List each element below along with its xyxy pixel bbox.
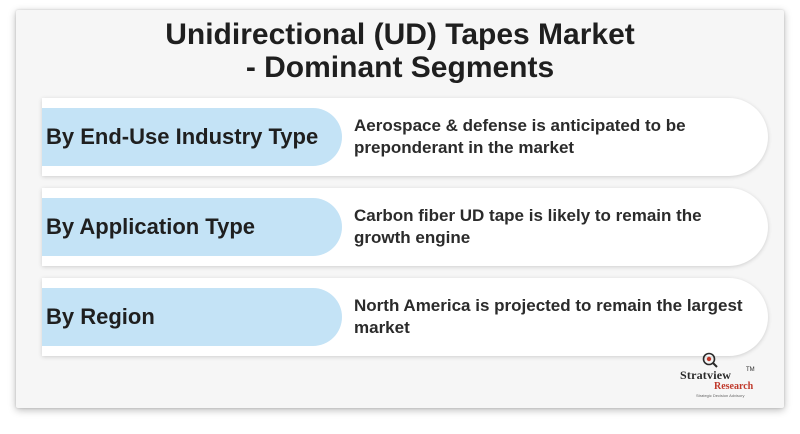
magnifier-target-icon	[702, 352, 718, 368]
logo-tagline: Strategic Decision Advisory	[696, 393, 745, 398]
segment-row-application: By Application Type Carbon fiber UD tape…	[42, 188, 768, 266]
stratview-logo: Stratview TM Research Strategic Decision…	[676, 352, 762, 400]
title-line-1: Unidirectional (UD) Tapes Market	[165, 18, 635, 51]
logo-name: Stratview	[680, 368, 732, 382]
segment-row-region: By Region North America is projected to …	[42, 278, 768, 356]
logo-trademark: TM	[746, 367, 755, 373]
segment-description: Carbon fiber UD tape is likely to remain…	[354, 206, 702, 247]
segment-description: Aerospace & defense is anticipated to be…	[354, 116, 686, 157]
segment-label: By Application Type	[42, 198, 342, 256]
segment-label: By Region	[42, 288, 342, 346]
infographic-card: Unidirectional (UD) Tapes Market - Domin…	[16, 10, 784, 408]
page-title: Unidirectional (UD) Tapes Market - Domin…	[16, 18, 784, 84]
segment-description: North America is projected to remain the…	[354, 296, 743, 337]
logo-subtitle: Research	[714, 381, 754, 392]
title-line-2: - Dominant Segments	[245, 51, 555, 84]
segment-label: By End-Use Industry Type	[42, 108, 342, 166]
segment-row-end-use: By End-Use Industry Type Aerospace & def…	[42, 98, 768, 176]
